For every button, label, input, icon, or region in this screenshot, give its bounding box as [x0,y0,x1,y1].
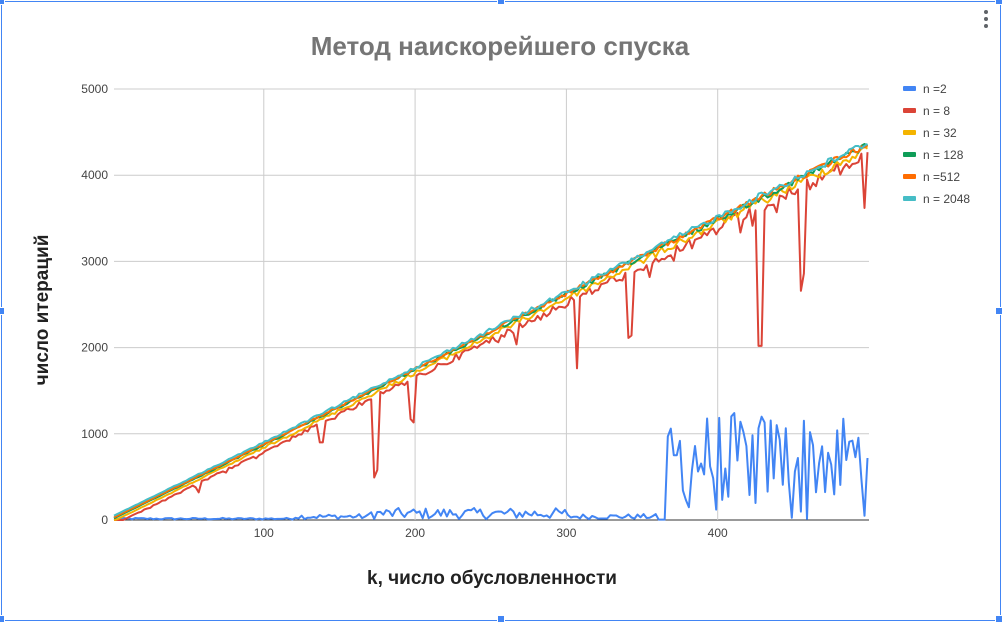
series-line [114,152,869,521]
resize-handle-left[interactable] [0,307,5,315]
legend-label: n = 32 [923,126,957,140]
legend-label: n =512 [923,170,960,184]
series-line [113,144,869,519]
chart-menu-button[interactable] [978,8,994,30]
x-tick-label: 200 [405,526,425,540]
y-tick-label: 0 [101,513,108,527]
series-lines [113,142,869,521]
y-tick-label: 5000 [81,82,108,96]
series-line [113,142,869,517]
grid-lines [114,88,869,521]
resize-handle-top-left[interactable] [0,0,5,5]
legend-label: n = 128 [923,148,964,162]
menu-dot-icon [984,9,988,14]
legend-label: n = 2048 [923,192,970,206]
resize-handle-top[interactable] [497,0,505,5]
legend-swatch [903,130,916,135]
y-axis-title: число итераций [32,235,53,386]
menu-dot-icon [984,24,988,29]
x-tick-label: 400 [708,526,728,540]
legend-label: n = 8 [923,104,950,118]
series-line [113,145,869,521]
legend-swatch [903,196,916,201]
series-line [113,412,869,521]
y-tick-label: 3000 [81,254,108,268]
chart-title: Метод наискорейшего спуска [311,31,690,61]
x-tick-label: 100 [254,526,274,540]
legend-swatch [903,108,916,113]
x-axis-title: k, число обусловленности [367,568,617,589]
menu-dot-icon [984,16,988,21]
legend-swatch [903,152,916,157]
y-tick-label: 2000 [81,341,108,355]
y-tick-label: 4000 [81,168,108,182]
legend: n =2 n = 8 n = 32 n = 128 n =512 n = 2048 [903,82,970,206]
x-tick-label: 300 [556,526,576,540]
legend-swatch [903,174,916,179]
x-axis-ticks: 100 200 300 400 [254,526,728,540]
legend-swatch [903,86,916,91]
y-tick-label: 1000 [81,427,108,441]
legend-label: n =2 [923,82,947,96]
y-axis-ticks: 0 1000 2000 3000 4000 5000 [81,82,108,527]
